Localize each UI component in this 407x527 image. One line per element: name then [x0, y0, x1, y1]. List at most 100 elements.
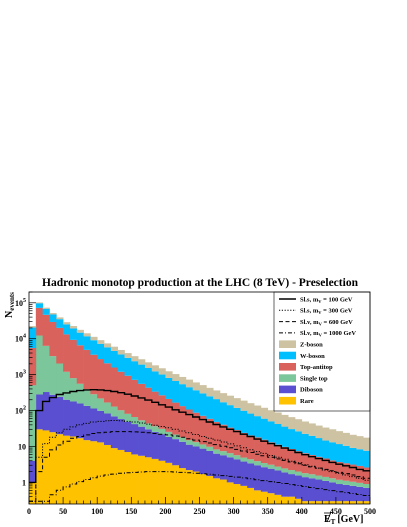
bar-top-antitop [97, 359, 105, 399]
bar-w-boson [151, 371, 159, 392]
bar-diboson [131, 424, 139, 455]
bar-rare [138, 455, 146, 504]
bar-rare [76, 438, 84, 504]
bar-rare [329, 501, 337, 504]
bar-z-boson [322, 427, 330, 441]
y-tick-label: 102 [15, 406, 26, 416]
bar-w-boson [185, 387, 194, 410]
bar-diboson [294, 475, 303, 499]
bar-z-boson [356, 436, 364, 450]
bar-single-top [42, 345, 50, 393]
bar-single-top [151, 426, 159, 432]
bar-z-boson [363, 437, 370, 451]
bar-diboson [56, 396, 64, 435]
bar-diboson [254, 465, 262, 491]
bar-w-boson [124, 357, 132, 376]
bar-diboson [158, 434, 166, 461]
bar-diboson [206, 450, 214, 477]
bar-z-boson [233, 398, 241, 408]
legend-label-diboson: Diboson [300, 387, 323, 394]
bar-rare [254, 490, 262, 504]
bar-single-top [322, 476, 330, 481]
bar-z-boson [42, 307, 50, 309]
bar-w-boson [158, 374, 166, 396]
bar-w-boson [254, 416, 262, 438]
bar-z-boson [335, 431, 344, 445]
bar-rare [206, 476, 214, 504]
bar-single-top [97, 398, 105, 411]
legend-swatch-z-boson [279, 340, 296, 348]
bar-top-antitop [192, 412, 200, 443]
bar-z-boson [90, 336, 98, 341]
bar-top-antitop [104, 363, 112, 403]
bar-w-boson [240, 410, 248, 433]
bar-z-boson [247, 403, 255, 414]
bar-z-boson [219, 393, 228, 403]
bar-top-antitop [213, 421, 221, 450]
bar-rare [281, 496, 289, 504]
bar-z-boson [240, 400, 248, 411]
y-axis-title-sub: events [8, 292, 16, 311]
legend-swatch-single-top [279, 374, 296, 382]
bar-w-boson [301, 433, 309, 454]
signal-line-3 [29, 431, 370, 502]
bar-rare [63, 435, 71, 504]
bar-w-boson [363, 450, 370, 468]
bar-top-antitop [56, 327, 64, 364]
bar-z-boson [301, 421, 309, 434]
bar-diboson [308, 478, 316, 502]
bar-z-boson [138, 359, 146, 365]
bar-w-boson [69, 328, 78, 340]
bar-rare [192, 471, 200, 504]
bar-diboson [267, 468, 275, 494]
bar-diboson [124, 421, 132, 453]
bar-top-antitop [260, 439, 269, 464]
bar-rare [69, 436, 78, 504]
x-tick-label: 200 [159, 507, 171, 516]
bar-w-boson [104, 347, 112, 364]
x-tick-label: 500 [364, 507, 376, 516]
bar-z-boson [213, 390, 221, 400]
legend-label-signal-2: Sl.s, mV = 300 GeV [300, 308, 353, 316]
bar-rare [213, 478, 221, 504]
bar-w-boson [42, 308, 50, 315]
bar-w-boson [260, 418, 269, 440]
bar-w-boson [35, 303, 43, 308]
bar-z-boson [29, 326, 37, 328]
bar-top-antitop [185, 409, 194, 441]
bar-rare [315, 501, 323, 504]
bar-single-top [63, 371, 71, 400]
y-tick-label: 10 [18, 442, 26, 451]
bar-top-antitop [247, 435, 255, 460]
series-w-boson [29, 303, 370, 468]
bar-diboson [83, 405, 91, 441]
x-tick-label: 100 [91, 507, 103, 516]
bar-diboson [213, 453, 221, 479]
plot-area [29, 302, 370, 504]
bar-top-antitop [315, 456, 323, 476]
bar-z-boson [172, 374, 180, 381]
bar-diboson [247, 463, 255, 488]
bar-diboson [144, 429, 153, 458]
bar-diboson [90, 408, 98, 442]
series-rare [29, 429, 370, 504]
series-diboson [29, 392, 370, 502]
bar-w-boson [29, 327, 37, 349]
legend-label-top-antitop: Top-antitop [300, 364, 333, 371]
series-single-top [29, 335, 370, 488]
bar-w-boson [213, 399, 221, 422]
bar-top-antitop [144, 387, 153, 424]
bar-rare [117, 449, 125, 504]
bar-top-antitop [294, 451, 303, 472]
bar-top-antitop [301, 453, 309, 474]
bar-z-boson [206, 387, 214, 397]
bar-top-antitop [267, 442, 275, 465]
bar-single-top [49, 356, 57, 395]
y-tick-label: 1 [22, 478, 26, 487]
bar-rare [294, 498, 303, 504]
bar-single-top [76, 383, 84, 404]
bar-w-boson [281, 426, 289, 447]
bar-rare [90, 441, 98, 504]
bar-z-boson [199, 385, 207, 394]
bar-rare [158, 460, 166, 504]
